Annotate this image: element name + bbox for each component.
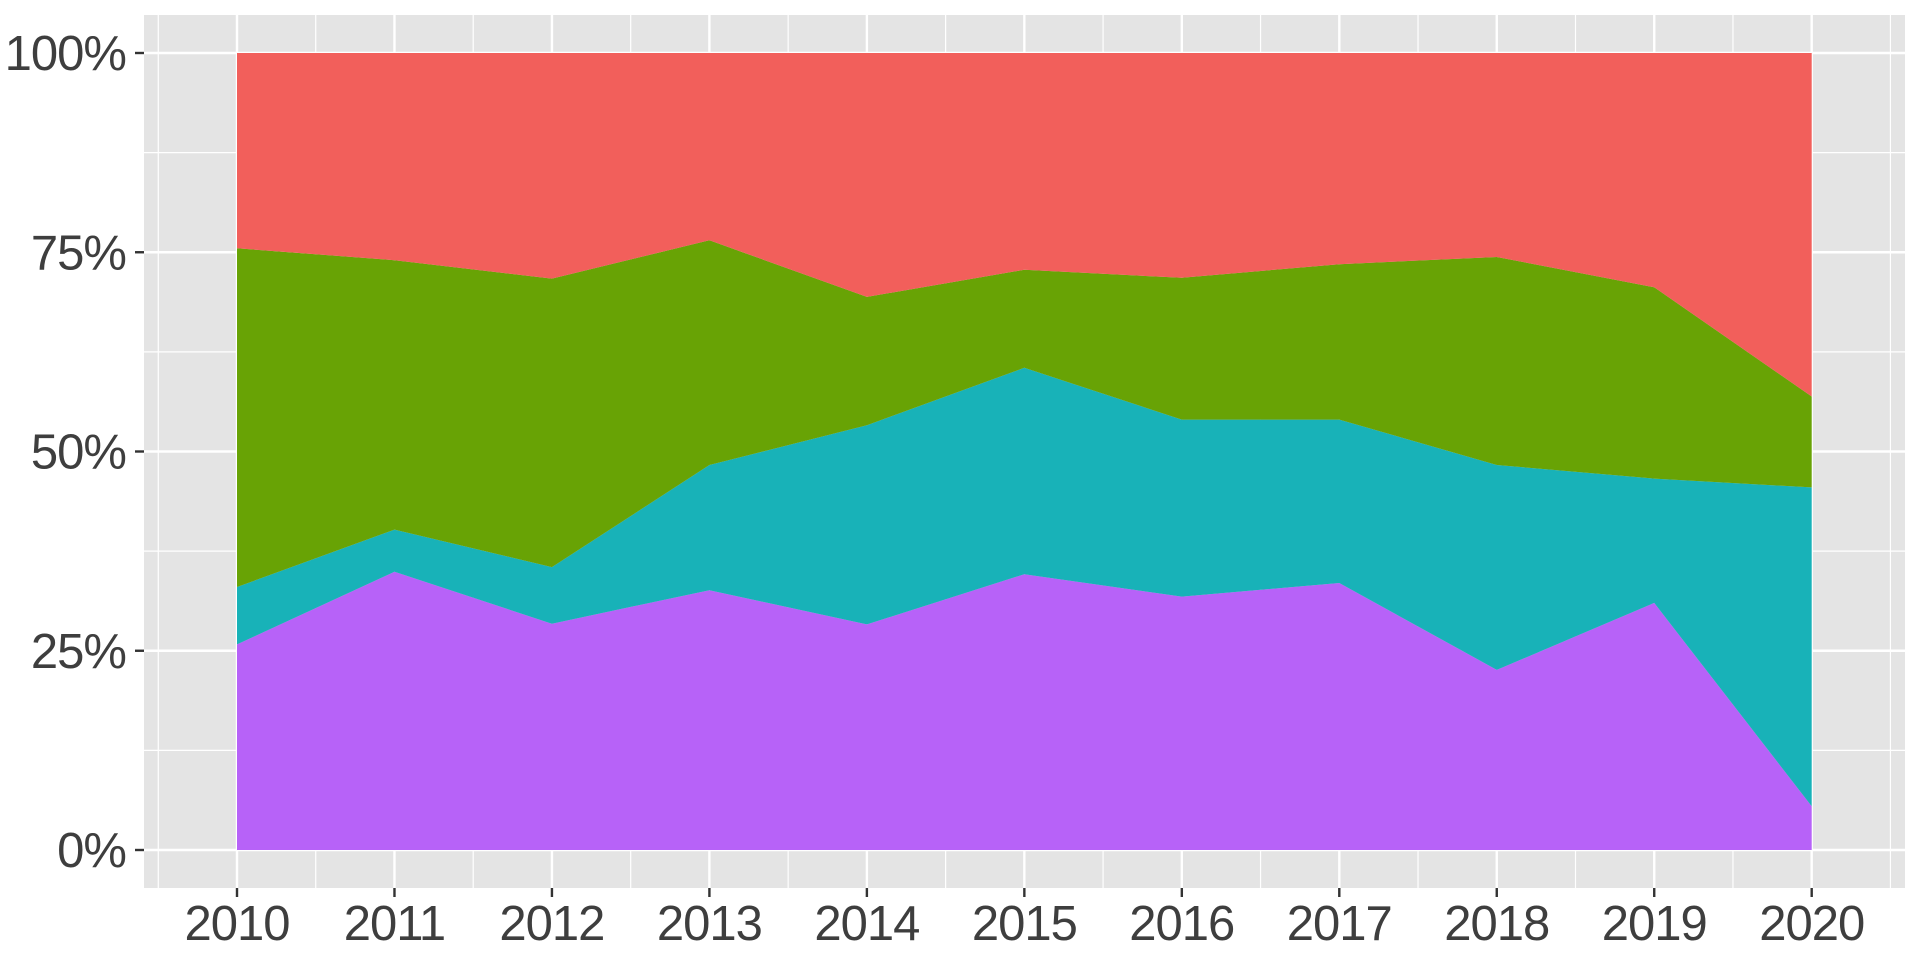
- y-axis-label-75%: 75%: [31, 226, 126, 280]
- x-axis-label-2014: 2014: [814, 897, 919, 951]
- x-axis-label-2013: 2013: [657, 897, 762, 951]
- area-layer-red: [237, 53, 1812, 397]
- area-layer-teal: [237, 367, 1812, 807]
- y-axis-label-50%: 50%: [31, 426, 126, 480]
- x-axis-label-2010: 2010: [184, 897, 289, 951]
- y-axis-label-100%: 100%: [5, 27, 126, 81]
- x-axis-label-2011: 2011: [344, 897, 445, 951]
- x-axis-label-2019: 2019: [1602, 897, 1707, 951]
- x-axis-label-2016: 2016: [1129, 897, 1234, 951]
- area-layer-green: [237, 240, 1812, 588]
- y-axis-label-25%: 25%: [31, 625, 126, 679]
- x-axis-label-2015: 2015: [972, 897, 1077, 951]
- area-layer-purple: [237, 571, 1812, 850]
- y-axis-label-0%: 0%: [57, 824, 126, 878]
- x-axis-label-2020: 2020: [1759, 897, 1864, 951]
- x-axis-label-2012: 2012: [499, 897, 604, 951]
- x-axis-label-2018: 2018: [1444, 897, 1549, 951]
- x-axis-label-2017: 2017: [1287, 897, 1392, 951]
